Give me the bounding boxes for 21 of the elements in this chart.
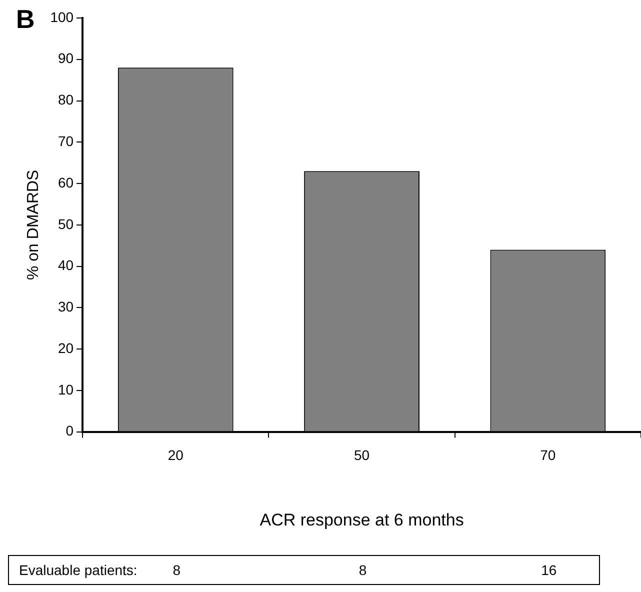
y-tick-label: 100 xyxy=(50,8,74,25)
text: Evaluable patients: xyxy=(19,562,138,578)
text: B xyxy=(16,4,35,35)
y-tick-label: 30 xyxy=(58,298,74,315)
y-tick-label: 0 xyxy=(66,422,74,439)
y-tick-label: 20 xyxy=(58,340,74,356)
y-tick-label: 60 xyxy=(58,174,74,190)
text: 16 xyxy=(540,562,558,578)
y-axis-title: % on DMARDS xyxy=(25,170,42,280)
text: 8 xyxy=(172,562,182,578)
y-tick-label: 90 xyxy=(58,50,74,66)
y-tick-label: 10 xyxy=(58,381,74,398)
y-tick-label: 80 xyxy=(58,92,74,108)
x-tick-label: 20 xyxy=(168,447,184,464)
y-tick-label: 70 xyxy=(58,133,74,149)
y-tick-label: 50 xyxy=(58,216,74,232)
x-tick-label: 70 xyxy=(540,447,556,464)
y-tick-label: 40 xyxy=(58,257,74,274)
x-axis-title: ACR response at 6 months xyxy=(260,510,464,530)
text: 8 xyxy=(358,562,368,578)
x-tick-label: 50 xyxy=(354,447,370,464)
